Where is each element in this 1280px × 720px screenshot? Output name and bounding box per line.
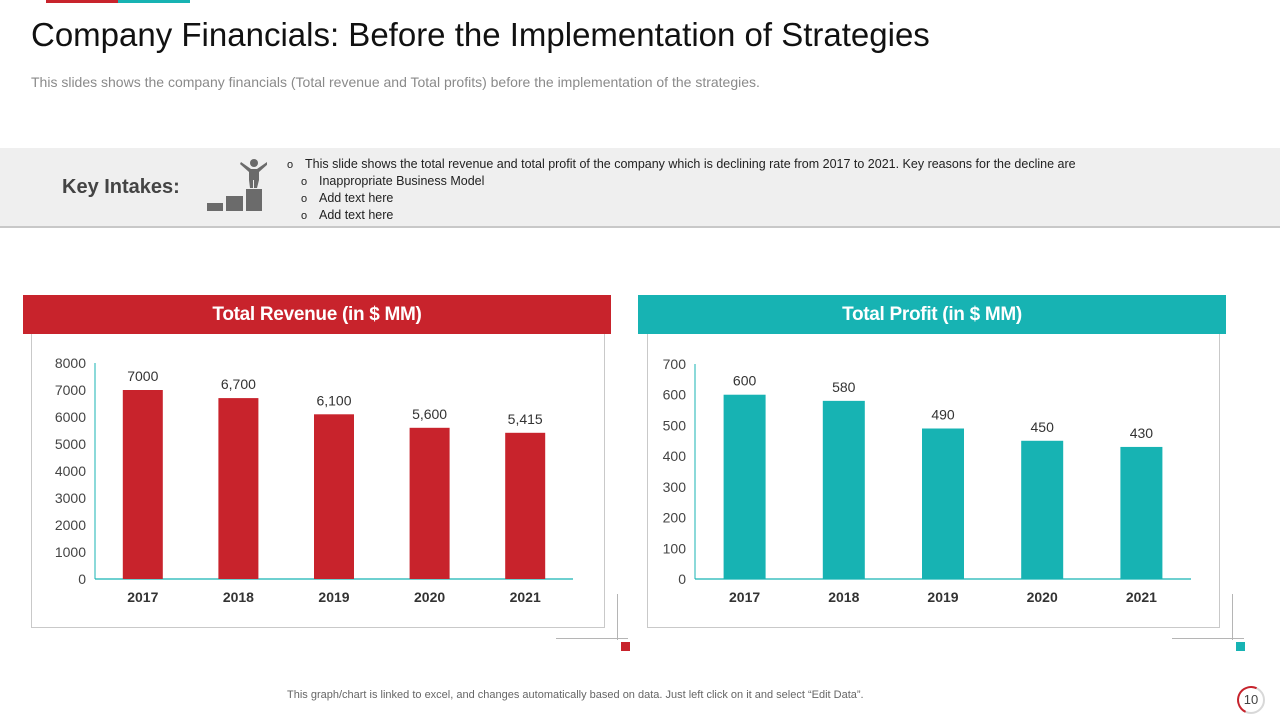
y-tick-label: 0 (678, 571, 686, 587)
bar (1120, 446, 1163, 579)
y-tick-label: 5000 (55, 436, 86, 452)
bullet-glyph: o (301, 176, 308, 188)
y-tick-label: 2000 (55, 517, 86, 533)
y-tick-label: 300 (663, 479, 687, 495)
x-tick-label: 2019 (318, 589, 349, 605)
corner-marker-line (556, 638, 628, 639)
bar-value-label: 6,700 (221, 376, 256, 392)
y-tick-label: 500 (663, 417, 687, 433)
page-title: Company Financials: Before the Implement… (31, 16, 930, 53)
key-intakes-list: o This slide shows the total revenue and … (287, 156, 1076, 224)
podium-winner-icon (205, 158, 268, 219)
bar-value-label: 490 (931, 407, 955, 423)
bar-value-label: 430 (1130, 425, 1154, 441)
y-tick-label: 4000 (55, 463, 86, 479)
bar (922, 428, 964, 579)
y-tick-label: 400 (663, 448, 687, 464)
revenue-bar-chart: 0 1000 2000 3000 4000 5000 6000 7000 8000 7000 201… (55, 355, 573, 605)
corner-marker-square-red (621, 642, 630, 651)
x-tick-label: 2018 (828, 589, 859, 605)
bar (505, 432, 546, 579)
y-tick-label: 8000 (55, 355, 86, 371)
bar (822, 400, 865, 579)
top-accent-teal (118, 0, 190, 3)
x-tick-label: 2021 (1126, 589, 1157, 605)
key-intake-sub-point: Add text here (319, 208, 394, 222)
y-tick-label: 700 (663, 356, 687, 372)
bar-value-label: 450 (1031, 419, 1055, 435)
bullet-glyph: o (287, 159, 294, 171)
y-tick-label: 0 (78, 571, 86, 587)
profit-chart-title: Total Profit (in $ MM) (638, 295, 1226, 334)
bar-value-label: 5,600 (412, 406, 447, 422)
revenue-chart-title: Total Revenue (in $ MM) (23, 295, 611, 334)
bar (1021, 440, 1064, 579)
x-tick-label: 2019 (927, 589, 958, 605)
x-tick-label: 2020 (414, 589, 445, 605)
key-intakes-label: Key Intakes: (62, 176, 180, 198)
top-accent-red (46, 0, 118, 3)
x-tick-label: 2017 (127, 589, 158, 605)
key-intake-sub-point: Inappropriate Business Model (319, 174, 485, 188)
page-subtitle: This slides shows the company financials… (31, 74, 760, 90)
x-tick-label: 2017 (729, 589, 760, 605)
bullet-glyph: o (301, 193, 308, 205)
y-tick-label: 600 (663, 387, 687, 403)
corner-marker-line (1232, 594, 1233, 640)
y-tick-label: 100 (663, 540, 687, 556)
bar (723, 394, 766, 579)
x-tick-label: 2020 (1027, 589, 1058, 605)
list-item: o Inappropriate Business Model (287, 173, 1076, 190)
y-tick-label: 6000 (55, 409, 86, 425)
y-tick-label: 1000 (55, 544, 86, 560)
list-item: o Add text here (287, 207, 1076, 224)
bar-value-label: 5,415 (508, 411, 543, 427)
bullet-glyph: o (301, 210, 308, 222)
x-tick-label: 2021 (510, 589, 541, 605)
y-tick-label: 3000 (55, 490, 86, 506)
list-item: o This slide shows the total revenue and … (287, 156, 1076, 173)
bar (218, 398, 259, 579)
bar-value-label: 580 (832, 379, 856, 395)
list-item: o Add text here (287, 190, 1076, 207)
y-tick-label: 200 (663, 510, 687, 526)
y-tick-label: 7000 (55, 382, 86, 398)
profit-chart-panel: 0 100 200 300 400 500 600 700 600 2017 580 2018 490 2… (647, 334, 1220, 628)
bar (314, 414, 354, 579)
page-number-badge: 10 (1237, 686, 1265, 714)
x-tick-label: 2018 (223, 589, 254, 605)
footer-note: This graph/chart is linked to excel, and… (287, 689, 864, 701)
bar-value-label: 600 (733, 373, 757, 389)
corner-marker-line (1172, 638, 1244, 639)
corner-marker-line (617, 594, 618, 640)
bar (409, 427, 450, 579)
corner-marker-square-teal (1236, 642, 1245, 651)
bar (122, 390, 163, 579)
key-intakes-band: Key Intakes: o This slide shows the total… (0, 148, 1280, 228)
key-intake-main-point: This slide shows the total revenue and t… (305, 157, 1076, 171)
bar-value-label: 6,100 (316, 392, 351, 408)
key-intake-sub-point: Add text here (319, 191, 394, 205)
bar-value-label: 7000 (127, 368, 158, 384)
page-number: 10 (1243, 692, 1259, 707)
revenue-chart-panel: 0 1000 2000 3000 4000 5000 6000 7000 8000 7000 201… (31, 334, 605, 628)
profit-bar-chart: 0 100 200 300 400 500 600 700 600 2017 580 2018 490 2… (663, 356, 1191, 605)
